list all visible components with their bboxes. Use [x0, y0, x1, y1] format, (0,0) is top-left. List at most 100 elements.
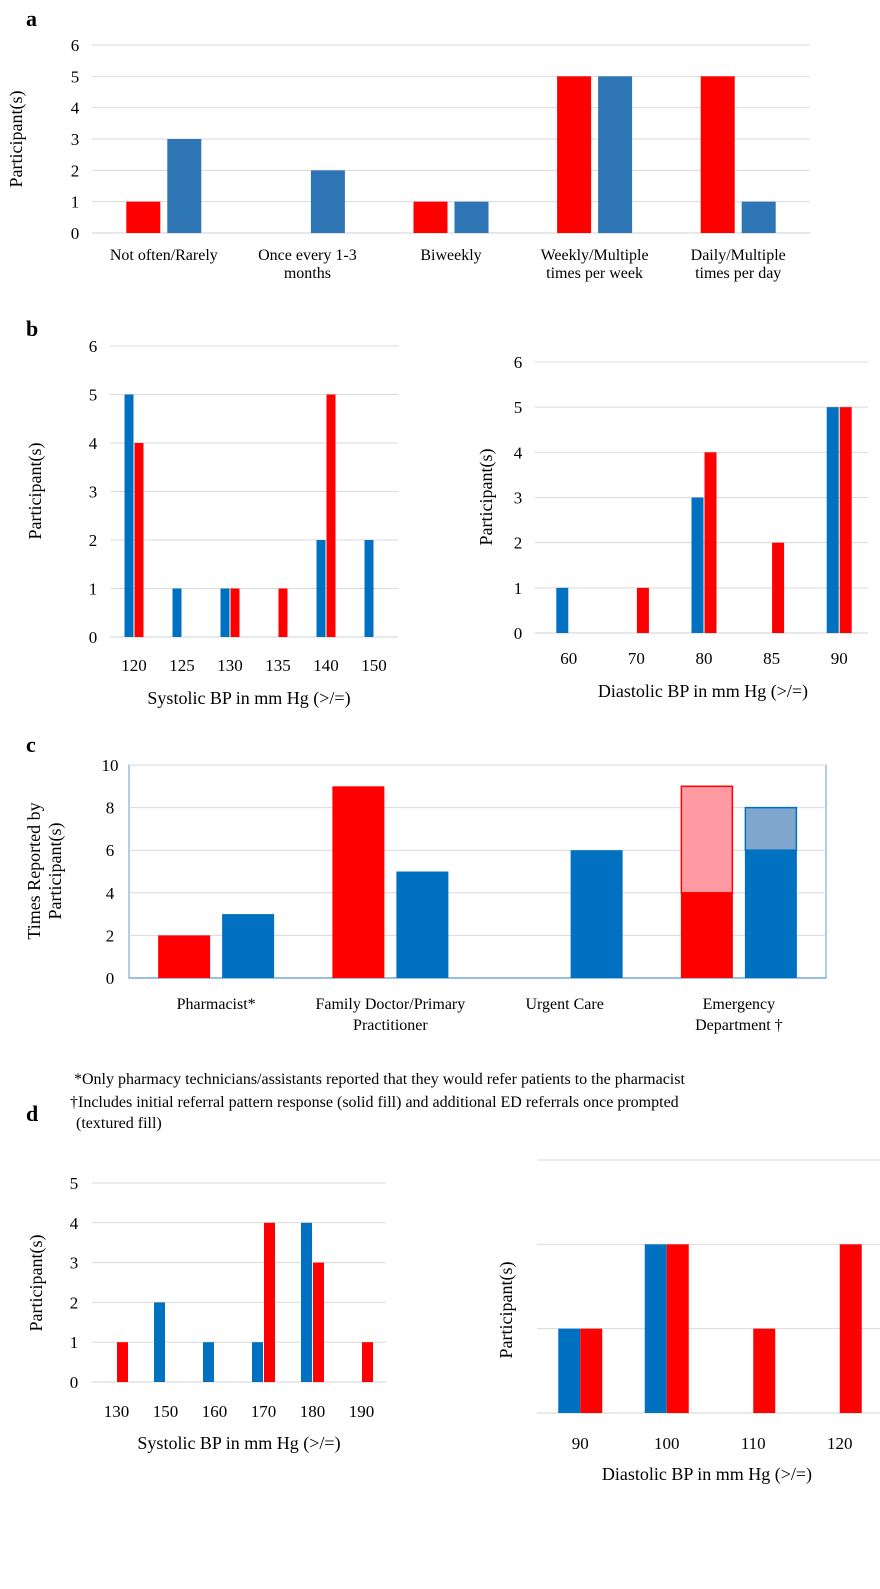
bar-prompted-blue	[744, 806, 798, 851]
panel-label-c: c	[26, 732, 36, 757]
y-tick-label: 8	[106, 799, 115, 818]
bar-red	[126, 201, 161, 233]
category-label: 150	[361, 656, 387, 675]
bar-red	[332, 786, 385, 978]
y-tick-label: 1	[71, 193, 80, 212]
bar-red	[666, 1244, 689, 1413]
category-label: Family Doctor/Primary Practitioner	[315, 996, 465, 1034]
y-tick-label: 4	[70, 1214, 79, 1233]
chart-c-referrals: 0 2 4 6 8 10 Times Reported byParticipant(s) Ph…	[24, 756, 827, 1034]
bar-red	[158, 935, 211, 978]
bar-blue_a	[167, 139, 202, 233]
y-tick-label: 3	[71, 130, 80, 149]
category-label: Weekly/Multiple times per week	[541, 247, 649, 282]
x-axis-label: Diastolic BP in mm Hg (>/=)	[602, 1464, 812, 1485]
category-label: 110	[741, 1434, 766, 1453]
bar-red	[680, 892, 733, 978]
bar-red	[557, 76, 592, 233]
category-label: Once every 1-3 months	[258, 247, 357, 282]
category-label: 190	[349, 1402, 375, 1421]
bar-red	[278, 588, 288, 637]
category-label: 85	[763, 649, 780, 668]
y-tick-label: 1	[514, 579, 523, 598]
bar-blue	[222, 914, 275, 978]
bar-blue	[364, 540, 374, 637]
category-label: 120	[827, 1434, 853, 1453]
category-label: Not often/Rarely	[110, 247, 218, 264]
category-label: 70	[628, 649, 645, 668]
bar-blue_a	[598, 76, 633, 233]
category-label: 160	[202, 1402, 228, 1421]
y-tick-label: 5	[514, 398, 523, 417]
footnote-ed: †Includes initial referral pattern respo…	[70, 1094, 679, 1111]
footnote-pharmacist: *Only pharmacy technicians/assistants re…	[74, 1071, 685, 1088]
category-label: 140	[313, 656, 339, 675]
bar-blue	[154, 1302, 165, 1382]
bar-red	[134, 443, 144, 637]
chart-d-diastolic: Participant(s) 90 100 110 120 Diastolic BP in…	[496, 1159, 880, 1485]
chart-b-diastolic: 0 1 2 3 4 5 6 Participant(s) 60 70 80 85 90 Diastolic…	[476, 353, 868, 702]
bar-blue	[556, 587, 569, 633]
y-axis-label: Times Reported byParticipant(s)	[24, 802, 66, 939]
y-tick-label: 2	[89, 531, 98, 550]
bar-red	[700, 76, 735, 233]
category-label: 125	[169, 656, 195, 675]
y-tick-label: 6	[106, 841, 115, 860]
y-tick-label: 4	[89, 434, 98, 453]
y-axis-label: Participant(s)	[496, 1262, 517, 1359]
panel-label-a: a	[26, 6, 37, 31]
bar-blue	[316, 540, 326, 637]
category-label: 90	[831, 649, 848, 668]
y-tick-label: 5	[71, 67, 80, 86]
chart-b-systolic: 0 1 2 3 4 5 6 Participant(s) 120 125 130 135 140 150 S…	[25, 337, 398, 709]
y-tick-label: 4	[106, 884, 115, 903]
bar-blue	[220, 588, 230, 637]
y-axis-label: Participant(s)	[476, 449, 497, 546]
bar-red	[636, 587, 649, 633]
bar-red	[362, 1342, 373, 1382]
y-axis-label: Participant(s)	[26, 1235, 47, 1332]
bar-blue	[644, 1244, 667, 1413]
category-label: 130	[104, 1402, 130, 1421]
category-label: Pharmacist*	[177, 996, 256, 1013]
y-tick-label: 0	[70, 1373, 79, 1392]
y-tick-label: 0	[89, 628, 98, 647]
bar-blue_a	[310, 170, 345, 233]
panel-label-b: b	[26, 316, 38, 341]
bar-red	[264, 1222, 275, 1382]
bar-blue_a	[454, 201, 489, 233]
category-label: 80	[696, 649, 713, 668]
bar-red	[704, 452, 717, 633]
y-tick-label: 0	[71, 224, 80, 243]
category-label: 130	[217, 656, 243, 675]
y-tick-label: 1	[89, 580, 98, 599]
y-tick-label: 4	[71, 99, 80, 118]
bar-prompted-red	[680, 785, 734, 894]
bar-blue	[396, 871, 449, 978]
category-label: Urgent Care	[525, 996, 603, 1013]
y-tick-label: 2	[71, 161, 80, 180]
category-label: 150	[153, 1402, 179, 1421]
y-tick-label: 0	[514, 624, 523, 643]
bar-red	[772, 542, 785, 633]
y-tick-label: 6	[514, 353, 523, 372]
x-axis-label: Systolic BP in mm Hg (>/=)	[147, 688, 350, 709]
bar-red	[313, 1262, 324, 1382]
bar-red	[413, 201, 448, 233]
y-tick-label: 6	[89, 337, 98, 356]
y-tick-label: 10	[102, 756, 119, 775]
y-tick-label: 3	[70, 1254, 79, 1273]
y-tick-label: 2	[70, 1293, 79, 1312]
bar-blue	[744, 850, 797, 978]
bar-blue	[203, 1342, 214, 1382]
bar-blue	[570, 850, 623, 978]
bar-blue	[124, 394, 134, 637]
chart-a-frequency: 0 1 2 3 4 5 6 Participant(s) Not often/Rarely Onc…	[6, 36, 810, 282]
category-label: 100	[654, 1434, 680, 1453]
y-tick-label: 2	[106, 926, 115, 945]
y-tick-label: 4	[514, 443, 523, 462]
y-tick-label: 5	[89, 386, 98, 405]
category-label: 90	[572, 1434, 589, 1453]
y-tick-label: 0	[106, 969, 115, 988]
bar-red	[839, 407, 852, 633]
